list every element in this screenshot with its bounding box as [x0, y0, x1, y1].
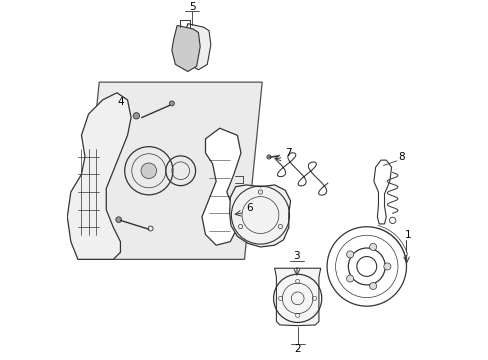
Circle shape: [141, 163, 156, 179]
Text: 1: 1: [405, 230, 411, 239]
Text: 8: 8: [397, 152, 404, 162]
Circle shape: [169, 101, 174, 106]
Circle shape: [133, 113, 139, 119]
Polygon shape: [171, 26, 200, 72]
Polygon shape: [229, 185, 290, 247]
Circle shape: [346, 275, 353, 282]
Text: 2: 2: [294, 344, 300, 354]
Circle shape: [116, 217, 121, 222]
Text: 4: 4: [117, 96, 123, 107]
Circle shape: [369, 283, 376, 289]
Circle shape: [346, 251, 353, 258]
Polygon shape: [67, 93, 131, 259]
Circle shape: [383, 263, 390, 270]
Text: 6: 6: [245, 203, 252, 213]
Polygon shape: [373, 160, 391, 224]
Text: 3: 3: [293, 251, 300, 261]
Circle shape: [266, 155, 270, 159]
Circle shape: [369, 243, 376, 251]
Text: 5: 5: [188, 2, 195, 12]
Text: 7: 7: [284, 148, 291, 158]
Polygon shape: [202, 128, 241, 245]
Polygon shape: [274, 268, 320, 326]
Polygon shape: [81, 82, 262, 259]
Polygon shape: [182, 24, 210, 70]
